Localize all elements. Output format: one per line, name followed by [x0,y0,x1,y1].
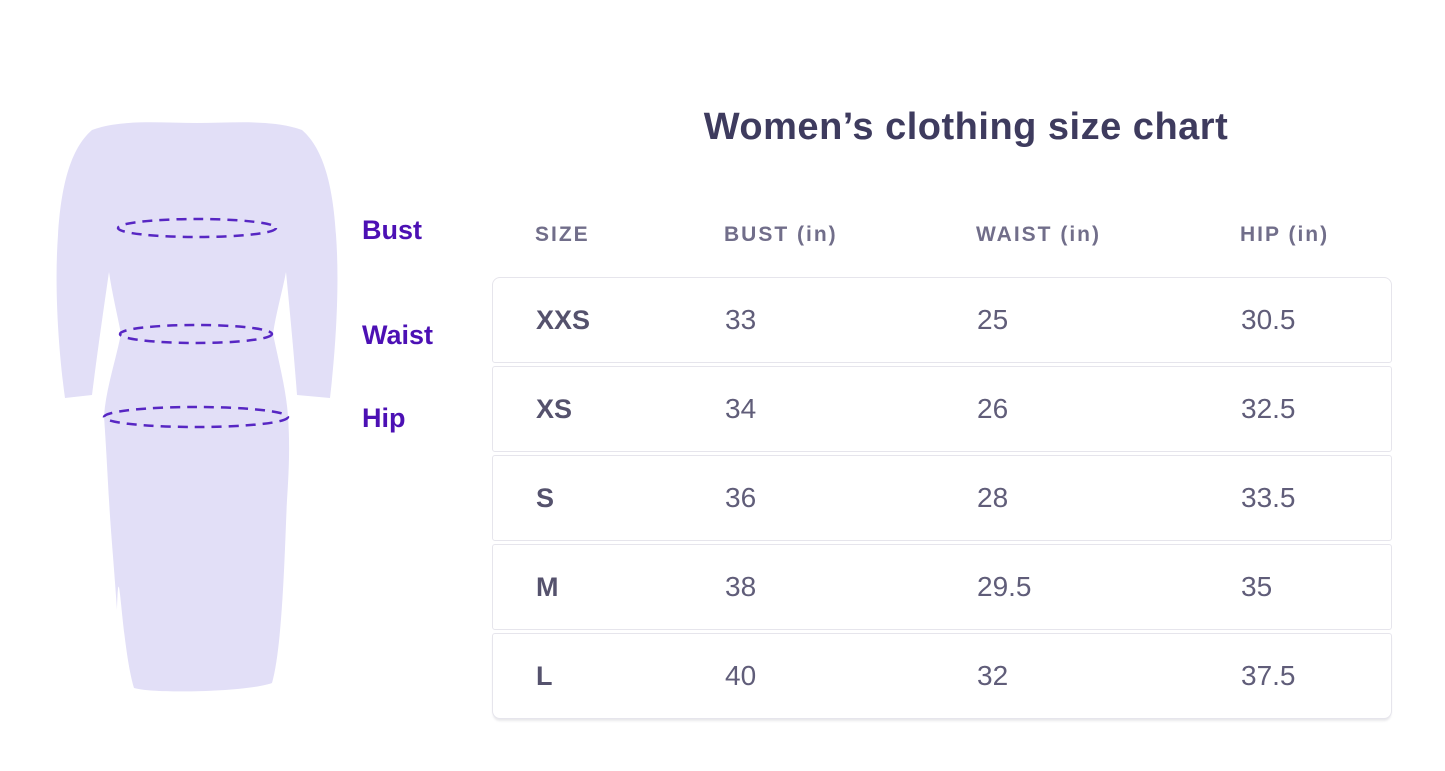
size-cell: XS [536,393,573,424]
table-row-l: L 40 32 37.5 [492,633,1392,719]
page-title: Women’s clothing size chart [703,106,1229,148]
size-table: XXS 33 25 30.5 XS 34 26 32.5 S 36 28 33.… [492,277,1392,722]
waist-cell: 29.5 [977,571,1032,602]
size-cell: M [536,571,559,602]
column-header-hip: HIP (in) [1240,223,1330,246]
table-row-xxs: XXS 33 25 30.5 [492,277,1392,363]
bust-cell: 36 [725,482,757,513]
hip-cell: 30.5 [1241,304,1296,335]
bust-cell: 33 [725,304,757,335]
waist-label: Waist [362,320,434,350]
hip-measure-ellipse [102,405,290,429]
bust-cell: 38 [725,571,757,602]
size-cell: S [536,482,555,513]
hip-label: Hip [362,403,406,433]
bust-cell: 40 [725,660,757,691]
size-table-header: SIZE BUST (in) WAIST (in) HIP (in) [492,220,1392,250]
waist-measure-ellipse [118,323,274,345]
hip-cell: 35 [1241,571,1273,602]
waist-cell: 32 [977,660,1009,691]
size-cell: XXS [536,304,591,335]
bust-measure-ellipse [116,217,278,239]
bust-cell: 34 [725,393,757,424]
hip-cell: 32.5 [1241,393,1296,424]
bust-label: Bust [362,215,422,245]
hip-cell: 33.5 [1241,482,1296,513]
waist-cell: 28 [977,482,1009,513]
column-header-bust: BUST (in) [724,223,838,246]
dress-illustration [56,122,338,692]
table-row-xs: XS 34 26 32.5 [492,366,1392,452]
waist-cell: 25 [977,304,1009,335]
waist-cell: 26 [977,393,1009,424]
column-header-waist: WAIST (in) [976,223,1101,246]
column-header-size: SIZE [535,223,590,246]
size-cell: L [536,660,553,691]
table-row-s: S 36 28 33.5 [492,455,1392,541]
table-row-m: M 38 29.5 35 [492,544,1392,630]
hip-cell: 37.5 [1241,660,1296,691]
